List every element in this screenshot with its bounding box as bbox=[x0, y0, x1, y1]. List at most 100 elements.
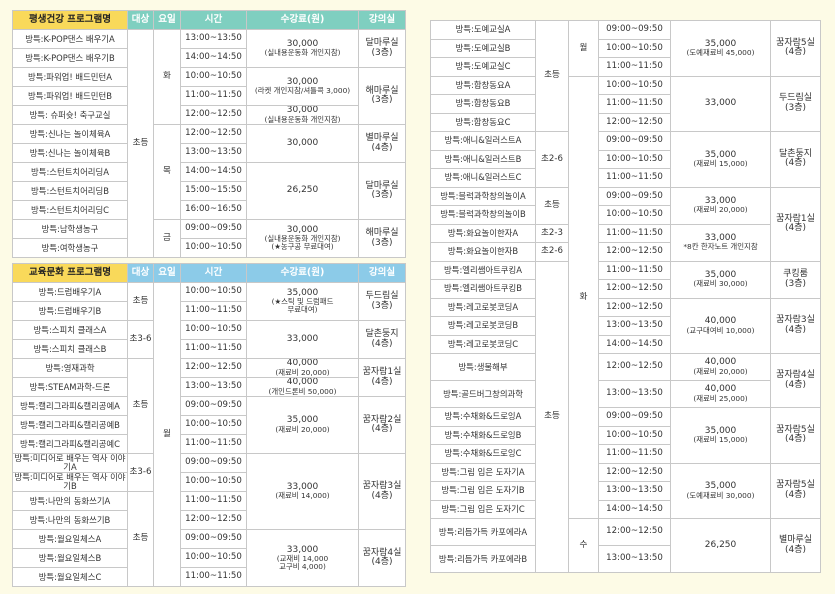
header-row: 평생건강 프로그램명 대상 요일 시간 수강료(원) 강의실 bbox=[12, 10, 406, 30]
fee-note: 교구비 4,000) bbox=[279, 561, 326, 571]
fee-cell: 30,000 (실내용운동화 개인지참) bbox=[246, 105, 359, 125]
program-name: 방특:그림 입은 도자기B bbox=[430, 481, 536, 501]
room-cell: 꿈자람4실 (4층) bbox=[770, 353, 821, 408]
room-floor: (4층) bbox=[371, 142, 393, 153]
table-row: 방특:레고로봇코딩C 14:00~14:50 bbox=[430, 334, 821, 354]
room-name: 꿈자람3실 bbox=[362, 481, 402, 492]
room-floor: (4층) bbox=[371, 338, 393, 349]
table-row: 방특:그림 입은 도자기A 12:00~12:50 35,000 (도예재료비 30,… bbox=[430, 462, 821, 519]
fee-note: (재료비 25,000) bbox=[693, 393, 748, 403]
table-row: 방특:신나는 놀이체육A 목 12:00~12:50 30,000 별마루실 (4층) bbox=[12, 124, 406, 220]
program-name: 방특:블럭과학창의놀이A bbox=[430, 186, 536, 206]
fee-note: *8칸 한자노트 개인지참 bbox=[683, 242, 758, 252]
room-cell: 꿈자람5실 (4층) bbox=[770, 407, 821, 464]
room-cell: 해마루실 (3층) bbox=[358, 67, 406, 125]
fee-amount: 33,000 bbox=[704, 232, 737, 243]
column-header: 강의실 bbox=[358, 10, 406, 30]
column-header: 강의실 bbox=[358, 263, 406, 283]
table-row: 방특:엘리쌤아트쿠킹A 초등 11:00~11:50 35,000 (재료비 30,00… bbox=[430, 260, 821, 573]
room-floor: (3층) bbox=[784, 102, 807, 113]
fee-amount: 40,000 bbox=[704, 316, 737, 327]
room-name: 꿈자람4실 bbox=[362, 547, 402, 558]
fee-cell: 40,000 (재료비 20,000) bbox=[246, 358, 359, 378]
time-cell: 11:00~11:50 bbox=[598, 444, 671, 464]
fee-note: (★스틱 및 드럼패드 bbox=[271, 297, 334, 307]
program-name: 방특:신나는 놀이체육A bbox=[12, 124, 128, 144]
time-cell: 09:00~09:50 bbox=[180, 396, 247, 416]
time-cell: 09:00~09:50 bbox=[598, 131, 671, 151]
table-row: 방특:엘리쌤아트쿠킹B 12:00~12:50 bbox=[430, 279, 821, 299]
fee-amount: 33,000 bbox=[704, 98, 737, 109]
fee-amount: 26,250 bbox=[704, 539, 737, 550]
table-row: 방특:수채화&드로잉C 11:00~11:50 bbox=[430, 444, 821, 464]
program-name: 방특:나만의 동화쓰기A bbox=[12, 491, 128, 511]
program-name: 방특:애니&일러스트A bbox=[430, 131, 536, 151]
time-cell: 10:00~10:50 bbox=[180, 548, 247, 568]
room-floor: (4층) bbox=[784, 434, 807, 445]
target-cell: 초2-6 bbox=[535, 131, 569, 188]
time-cell: 10:00~10:50 bbox=[180, 67, 247, 87]
health-program-table: 평생건강 프로그램명 대상 요일 시간 수강료(원) 강의실 방특:K-POP댄스 배우기A… bbox=[12, 10, 406, 258]
room-floor: (4층) bbox=[371, 490, 393, 501]
room-name: 꿈자람5실 bbox=[776, 37, 815, 48]
fee-amount: 33,000 bbox=[286, 481, 319, 492]
table-row: 방특:리듬가득 카포에라A 수 12:00~12:50 26,250 별마루실 (4층) bbox=[430, 518, 821, 573]
fee-note: (재료비 30,000) bbox=[693, 279, 748, 289]
room-cell: 꿈자람2실 (4층) bbox=[358, 396, 406, 454]
room-floor: (4층) bbox=[784, 324, 807, 335]
program-name: 방특:드럼배우기A bbox=[12, 282, 128, 302]
room-name: 꿈자람5실 bbox=[776, 480, 815, 491]
room-floor: (3층) bbox=[371, 300, 393, 311]
room-name: 꿈자람2실 bbox=[362, 414, 402, 425]
time-cell: 13:00~13:50 bbox=[180, 29, 247, 49]
fee-note: (재료비 20,000) bbox=[275, 367, 330, 377]
room-cell: 두드림실 (3층) bbox=[770, 75, 821, 132]
time-cell: 11:00~11:50 bbox=[598, 260, 671, 280]
table-row: 방특:스턴트치어리딩C 16:00~16:50 bbox=[12, 200, 406, 220]
room-name: 두드림실 bbox=[778, 93, 813, 104]
room-cell: 꿈자람4실 (4층) bbox=[358, 529, 406, 587]
fee-cell: 40,000 (교구대여비 10,000) bbox=[670, 297, 771, 354]
table-row: 방특:캘리그라피&캘리공예C 11:00~11:50 bbox=[12, 434, 406, 454]
time-cell: 10:00~10:50 bbox=[180, 282, 247, 302]
room-cell: 달마루실 (3층) bbox=[358, 29, 406, 68]
program-name: 방특:파워업! 배드민턴A bbox=[12, 67, 128, 87]
table-row: 방특:STEAM과학-드론 13:00~13:50 40,000 (개인드론비 50,… bbox=[12, 377, 406, 397]
fee-amount: 35,000 bbox=[704, 149, 737, 160]
fee-amount: 35,000 bbox=[704, 38, 737, 49]
table-row: 방특:도예교실A 초등 월 09:00~09:50 35,000 (도예재료비 45,00… bbox=[430, 20, 821, 132]
column-header: 요일 bbox=[153, 10, 181, 30]
target-cell: 초등 bbox=[127, 491, 154, 587]
room-name: 쿠킹룸 bbox=[783, 269, 808, 280]
table-row: 방특:블럭과학창의놀이A 초등 09:00~09:50 33,000 (재료비 20,0… bbox=[430, 186, 821, 262]
time-cell: 15:00~15:50 bbox=[180, 181, 247, 201]
room-floor: (3층) bbox=[371, 190, 393, 200]
fee-amount: 30,000 bbox=[286, 105, 319, 116]
program-name: 방특:도예교실B bbox=[430, 38, 536, 58]
fee-cell: 33,000 (재료비 20,000) bbox=[670, 186, 771, 225]
target-cell: 초등 bbox=[535, 20, 569, 132]
room-cell: 꿈자람5실 (4층) bbox=[770, 20, 821, 77]
fee-cell: 26,250 bbox=[670, 518, 771, 573]
fee-amount: 30,000 bbox=[286, 225, 319, 236]
room-name: 달촌둥지 bbox=[365, 329, 399, 340]
table-row: 방특:수채화&드로잉A 09:00~09:50 35,000 (재료비 15,000)… bbox=[430, 407, 821, 464]
table-row: 방특:애니&일러스트C 11:00~11:50 bbox=[430, 168, 821, 188]
fee-amount: 40,000 bbox=[286, 377, 319, 388]
program-name: 방특:블럭과학창의놀이B bbox=[430, 205, 536, 225]
fee-cell: 33,000 (교재비 14,000 교구비 4,000) bbox=[246, 529, 359, 587]
table-row: 방특:레고로봇코딩A 12:00~12:50 40,000 (교구대여비 10,000… bbox=[430, 297, 821, 354]
program-name: 방특:여학생농구 bbox=[12, 238, 128, 258]
day-cell: 화 bbox=[153, 29, 181, 125]
table-row: 방특:드럼배우기B 11:00~11:50 bbox=[12, 301, 406, 321]
program-name: 방특:도예교실C bbox=[430, 57, 536, 77]
time-cell: 11:00~11:50 bbox=[598, 223, 671, 243]
time-cell: 11:00~11:50 bbox=[598, 168, 671, 188]
column-header: 수강료(원) bbox=[246, 263, 359, 283]
room-name: 꿈자람4실 bbox=[776, 370, 815, 381]
culture-program-table: 교육문화 프로그램명 대상 요일 시간 수강료(원) 강의실 방특:드럼배우기A 초등 월 10:… bbox=[12, 263, 406, 587]
room-floor: (3층) bbox=[371, 237, 393, 248]
column-header: 수강료(원) bbox=[246, 10, 359, 30]
program-name: 방특:수채화&드로잉A bbox=[430, 407, 536, 427]
program-name: 방특:도예교실A bbox=[430, 20, 536, 40]
